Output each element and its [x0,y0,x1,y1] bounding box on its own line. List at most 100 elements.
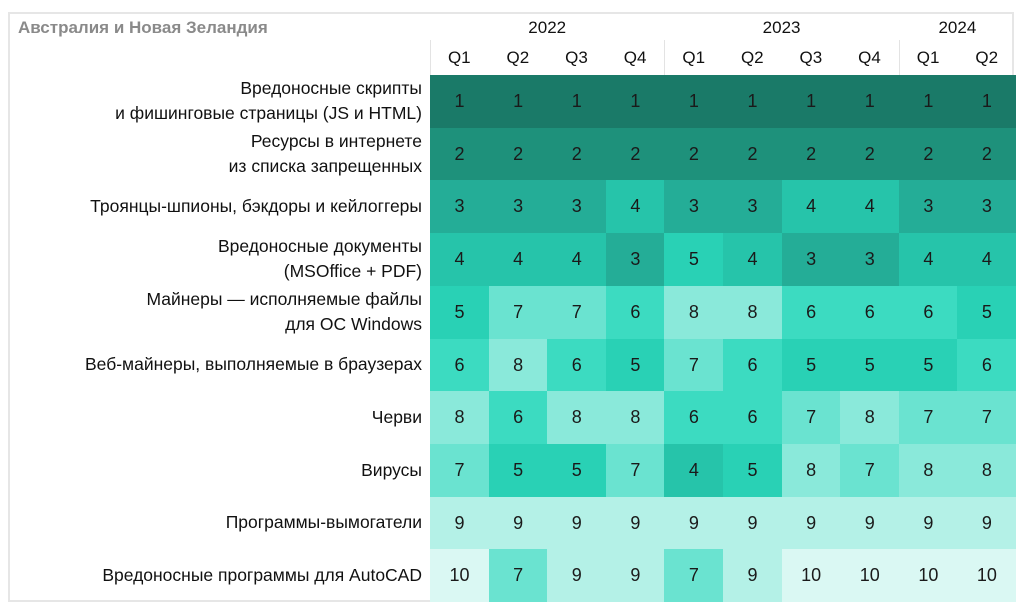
heatmap-cell: 2 [488,127,548,181]
row-label-line: Вирусы [361,459,422,480]
heatmap-cell: 4 [605,180,665,234]
row-label-line: (MSOffice + PDF) [283,261,422,282]
row-label-line: Майнеры — исполняемые файлы [146,289,422,310]
row-label-line: Вредоносные документы [217,236,422,257]
heatmap-cell: 5 [781,338,841,392]
heatmap-cell: 9 [664,496,724,550]
year-label: 2024 [938,18,977,37]
heatmap-cell: 2 [430,127,490,181]
heatmap-cell: 5 [430,285,490,339]
quarter-label: Q1 [682,48,706,67]
heatmap-cell: 3 [605,233,665,287]
heatmap-cell: 5 [898,338,958,392]
heatmap-cell: 7 [781,391,841,445]
heatmap-cell: 1 [840,75,900,129]
heatmap-cell: 4 [781,180,841,234]
quarter-label: Q3 [565,48,588,67]
heatmap-cell: 4 [723,233,783,287]
row-label: Майнеры — исполняемые файлы для ОС Window… [14,286,422,339]
heatmap-cell: 2 [781,127,841,181]
heatmap-cell: 8 [488,338,548,392]
quarter-label: Q2 [506,48,530,67]
heatmap-cell: 8 [605,391,665,445]
heatmap-cell: 2 [840,127,900,181]
heatmap-cell: 1 [957,75,1017,129]
heatmap-cell: 8 [898,443,958,498]
heatmap-cell: 9 [488,496,548,550]
heatmap-cell: 6 [664,391,724,445]
year-separator [898,40,900,75]
heatmap-cell: 10 [898,549,958,603]
heatmap-cell: 3 [723,180,783,234]
heatmap-cell: 4 [898,233,958,287]
heatmap-cell: 9 [723,496,783,550]
heatmap-cell: 3 [664,180,724,234]
heatmap-cell: 7 [488,549,548,603]
heatmap-cell: 9 [723,549,783,603]
chart-title: Австралия и Новая Зеландия [18,18,268,37]
heatmap-cell: 10 [840,549,900,603]
heatmap-cell: 4 [430,233,490,287]
heatmap-cell: 8 [664,285,724,339]
heatmap-cell: 6 [723,338,783,392]
heatmap-cell: 4 [957,233,1017,287]
heatmap-cell: 6 [723,391,783,445]
row-label: Вредоносные скрипты и фишинговые страницы… [14,75,422,128]
heatmap-cell: 3 [898,180,958,234]
quarter-label: Q3 [799,48,823,67]
heatmap-cell: 7 [957,391,1017,445]
heatmap-cell: 5 [547,443,607,498]
heatmap-cell: 6 [430,338,490,392]
heatmap-cell: 1 [488,75,548,129]
heatmap-cell: 7 [547,285,607,339]
heatmap-cell: 3 [957,180,1017,234]
heatmap-cell: 8 [957,443,1017,498]
row-label-line: Веб-майнеры, выполняемые в браузерах [85,354,422,375]
heatmap-cell: 5 [957,285,1017,339]
heatmap-cell: 4 [488,233,548,287]
row-label-line: Вредоносные скрипты [240,78,422,99]
heatmap-cell: 4 [664,443,724,498]
row-label: Черви [14,391,422,444]
row-label-line: Программы-вымогатели [225,512,422,533]
row-label-line: для ОС Windows [285,314,422,335]
row-label-line: Черви [371,407,422,428]
row-label: Программы-вымогатели [14,497,422,550]
heatmap-cell: 9 [781,496,841,550]
year-label: 2022 [528,18,567,37]
heatmap-cell: 9 [547,496,607,550]
heatmap-cell: 9 [605,549,665,603]
heatmap-cell: 7 [488,285,548,339]
heatmap-cell: 5 [723,443,783,498]
heatmap-cell: 3 [430,180,490,234]
heatmap-cell: 9 [430,496,490,550]
quarter-label: Q1 [447,48,471,67]
heatmap-cell: 9 [547,549,607,603]
row-label-line: Вредоносные программы для AutoCAD [102,565,422,586]
heatmap-cell: 6 [605,285,665,339]
heatmap-cell: 10 [781,549,841,603]
year-label: 2023 [762,18,801,37]
quarter-label: Q1 [916,48,940,67]
row-label: Ресурсы в интернете из списка запрещенных [14,128,422,181]
heatmap-cell: 3 [488,180,548,234]
heatmap-cell: 7 [840,443,900,498]
row-label: Веб-майнеры, выполняемые в браузерах [14,339,422,392]
heatmap-cell: 5 [488,443,548,498]
heatmap-cell: 3 [781,233,841,287]
heatmap-cell: 6 [547,338,607,392]
heatmap-cell: 10 [430,549,490,603]
quarter-label: Q4 [623,48,647,67]
year-separator [664,40,666,75]
row-label-line: Ресурсы в интернете [250,131,422,152]
heatmap-cell: 3 [547,180,607,234]
heatmap-cell: 9 [605,496,665,550]
quarter-label: Q2 [975,48,999,67]
heatmap-cell: 6 [488,391,548,445]
heatmap-cell: 1 [547,75,607,129]
heatmap-cell: 4 [840,180,900,234]
heatmap-cell: 8 [781,443,841,498]
heatmap-cell: 9 [898,496,958,550]
heatmap-cell: 6 [840,285,900,339]
heatmap-cell: 1 [781,75,841,129]
